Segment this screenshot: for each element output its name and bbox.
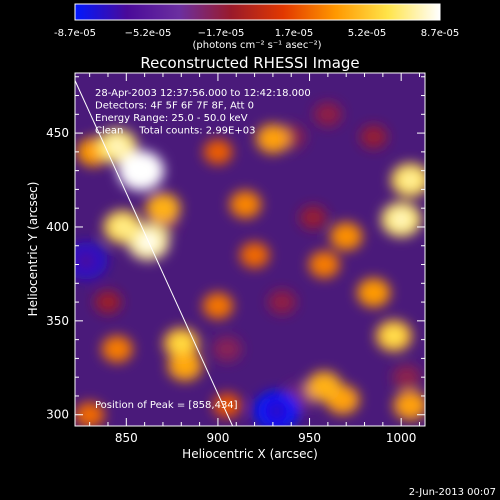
chart-title: Reconstructed RHESSI Image [140,54,359,72]
plot-frame [74,72,426,427]
heatmap-source [392,364,421,390]
heatmap-source [299,205,327,230]
footer-date: 2-Jun-2013 00:07 [409,487,496,498]
heatmap-source [101,335,133,363]
colorbar-tick-label: -8.7e-05 [54,28,96,39]
heatmap-source [357,278,391,308]
x-tick-label: 950 [298,431,321,445]
heatmap-source-core [401,171,420,189]
colorbar-ticks: -8.7e-05 −5.2e-05 −1.7e-05 1.7e-05 5.2e-05 8.… [54,28,459,39]
heatmap-source [306,371,342,402]
heatmap-source-core [129,160,152,181]
annotation-block: 28-Apr-2003 12:37:56.000 to 12:42:18.000… [95,88,311,137]
colorbar-tick-label: −1.7e-05 [198,28,245,39]
y-tick-label: 450 [46,126,69,140]
y-tick-label: 400 [46,220,69,234]
y-tick-label: 350 [46,314,69,328]
heatmap-source [145,193,181,224]
heatmap-source [256,124,290,154]
heatmap-source [75,401,105,426]
y-axis-label: Heliocentric Y (arcsec) [26,182,40,317]
heatmap-source [268,290,296,315]
heatmap-source-core [75,251,97,271]
heatmap-source [229,190,262,219]
x-axis-label: Heliocentric X (arcsec) [182,447,318,461]
x-tick-label: 900 [206,431,229,445]
heatmap-source [167,351,202,381]
heatmap-source-core [113,218,132,236]
heatmap-source-core [172,335,190,352]
heatmap-source-core [265,400,288,421]
annotation-line: Energy Range: 25.0 - 50.0 keV [95,113,248,124]
x-tick-label: 850 [115,431,138,445]
colorbar-unit-label: (photons cm⁻² s⁻¹ asec⁻²) [192,40,321,51]
heatmap-source [330,222,363,251]
heatmap-source-core [385,327,403,344]
colorbar-tick-label: 8.7e-05 [421,28,459,39]
heatmap-source [314,102,342,127]
heatmap-source [239,242,270,269]
colorbar-tick-label: 1.7e-05 [275,28,313,39]
axis-ticks: 850 900 950 1000 300 350 400 450 [46,73,425,445]
heatmap-source-core [107,137,127,155]
peak-position-label: Position of Peak = [858,434] [95,400,238,411]
heatmap-source [94,290,122,314]
heatmap-source [202,292,234,320]
y-tick-label: 300 [46,408,69,422]
heatmap-source [203,139,233,165]
colorbar [74,3,441,21]
heatmap-source [360,125,388,149]
annotation-line: Detectors: 4F 5F 6F 7F 8F, Att 0 [95,101,254,112]
heatmap-source [212,336,242,362]
colorbar-tick-label: 5.2e-05 [348,28,386,39]
colorbar-tick-label: −5.2e-05 [125,28,172,39]
annotation-line: Clean Total counts: 2.99E+03 [95,126,255,137]
heatmap-source [308,251,340,278]
solar-limb-line [75,80,234,426]
x-tick-label: 1000 [386,431,417,445]
annotation-line: 28-Apr-2003 12:37:56.000 to 12:42:18.000 [95,88,311,99]
heatmap-source-core [391,210,411,229]
heatmap-source [393,390,425,420]
heatmap-image [75,102,425,426]
